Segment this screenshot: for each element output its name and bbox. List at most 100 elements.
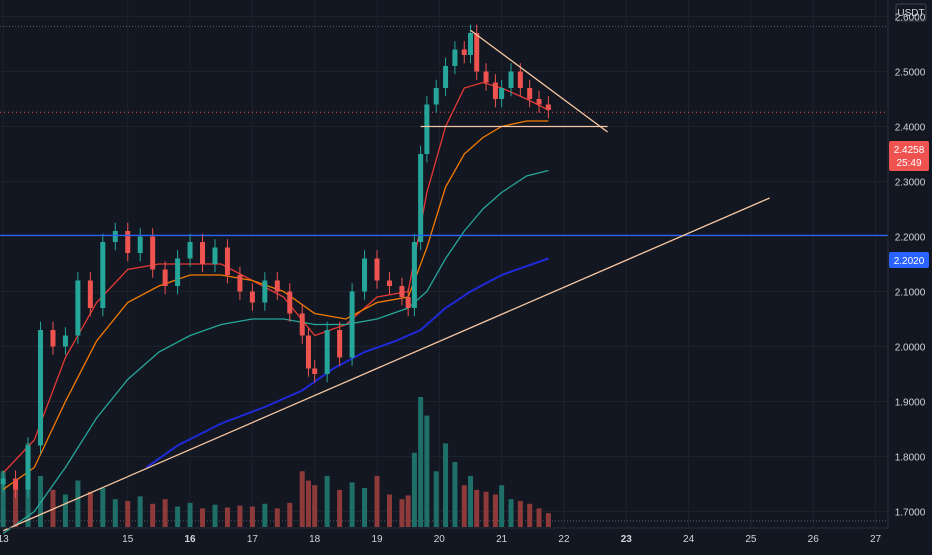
volume-bar: [386, 494, 392, 527]
volume-bar: [137, 496, 143, 527]
currency-label-box: [895, 3, 927, 22]
candle-body: [175, 258, 181, 286]
x-tick-label: 24: [683, 534, 695, 545]
volume-bar: [461, 485, 467, 527]
candle-body: [287, 291, 293, 314]
x-tick-label: 27: [870, 534, 882, 545]
volume-bar: [125, 501, 131, 527]
volume-bar: [499, 485, 505, 527]
triangle-upper-line: [470, 29, 608, 133]
volume-bar: [452, 462, 458, 527]
candle-body: [337, 330, 343, 358]
candle-body: [405, 297, 411, 308]
volume-bar: [374, 475, 380, 527]
candle-body: [62, 335, 68, 347]
x-tick-label: 20: [434, 534, 446, 545]
volume-bar: [13, 485, 19, 527]
x-tick-label: 16: [185, 534, 197, 545]
candle-body: [433, 88, 439, 105]
volume-bar: [274, 508, 280, 527]
y-tick-label: 2.6000: [895, 13, 926, 24]
candle-body: [305, 335, 311, 369]
volume-bar: [433, 471, 439, 527]
y-tick-label: 2.1000: [895, 288, 926, 299]
volume-bar: [467, 475, 473, 527]
rising-trendline: [2, 197, 770, 532]
candle-body: [50, 330, 56, 347]
volume-bar: [75, 480, 81, 527]
candle-body: [386, 280, 392, 286]
y-tick-label: 2.0000: [895, 343, 926, 354]
volume-bar: [305, 480, 311, 527]
candle-body: [200, 242, 206, 264]
y-tick-label: 2.4000: [895, 123, 926, 134]
moving-averages: [2, 81, 549, 535]
candle-body: [13, 478, 19, 490]
candle-body: [262, 280, 268, 303]
candle-body: [517, 71, 523, 88]
candle-body: [545, 104, 551, 110]
price-badges: 2.4258 25:49 2.2020: [889, 141, 929, 268]
volume-bar: [483, 491, 489, 527]
volume-bar: [418, 397, 424, 527]
volume-bar: [200, 508, 206, 527]
candle-body: [492, 82, 498, 99]
drawings[interactable]: [0, 29, 888, 532]
candle-body: [137, 236, 143, 253]
level-price-badge: [889, 252, 929, 268]
candle-body: [249, 291, 255, 303]
ema-long-line: [145, 257, 549, 469]
volume-bar: [517, 501, 523, 527]
volume-bar: [443, 443, 449, 527]
candle-body: [461, 49, 467, 55]
x-tick-label: 15: [122, 534, 134, 545]
candle-body: [536, 99, 542, 105]
volume-bar: [249, 506, 255, 527]
candle-body: [508, 71, 514, 88]
candle-body: [150, 236, 156, 270]
candle-body: [452, 49, 458, 66]
x-tick-label: 17: [247, 534, 259, 545]
volume-bar: [100, 488, 106, 527]
x-tick-label: 25: [745, 534, 757, 545]
candle-body: [411, 242, 417, 308]
x-tick-label: 22: [558, 534, 570, 545]
countdown-text: 25:49: [896, 158, 921, 169]
volume-bar: [312, 485, 318, 527]
candle-body: [474, 33, 480, 72]
volume-bars: [0, 397, 551, 527]
candle-body: [87, 280, 93, 308]
time-axis[interactable]: 13 15 16 17 18 19 20 21 22 23 24 25 26 27: [0, 527, 888, 545]
ema-slow-line: [2, 169, 549, 535]
candle-body: [212, 247, 218, 264]
volume-bar: [112, 499, 118, 527]
y-tick-label: 1.7000: [895, 508, 926, 519]
candle-body: [125, 231, 131, 253]
y-tick-label: 1.8000: [895, 453, 926, 464]
candle-body: [25, 445, 31, 490]
candle-body: [299, 313, 305, 336]
volume-bar: [62, 494, 68, 527]
volume-bar: [212, 504, 218, 527]
volume-bar: [150, 503, 156, 527]
volume-bar: [262, 503, 268, 527]
candle-body: [187, 242, 193, 259]
candle-body: [224, 247, 230, 275]
candle-body: [237, 275, 243, 292]
candle-body: [374, 258, 380, 281]
volume-bar: [237, 505, 243, 527]
volume-bar: [162, 499, 168, 527]
x-tick-label: 26: [808, 534, 820, 545]
volume-bar: [187, 502, 193, 527]
last-price-text: 2.4258: [894, 145, 925, 156]
volume-bar: [175, 506, 181, 527]
candle-body: [75, 280, 81, 336]
volume-bar: [527, 503, 533, 527]
y-tick-label: 1.9000: [895, 398, 926, 409]
level-price-text: 2.2020: [894, 256, 925, 267]
volume-bar: [545, 513, 551, 527]
ema-mid-line: [2, 120, 549, 491]
last-price-badge: [889, 141, 929, 171]
